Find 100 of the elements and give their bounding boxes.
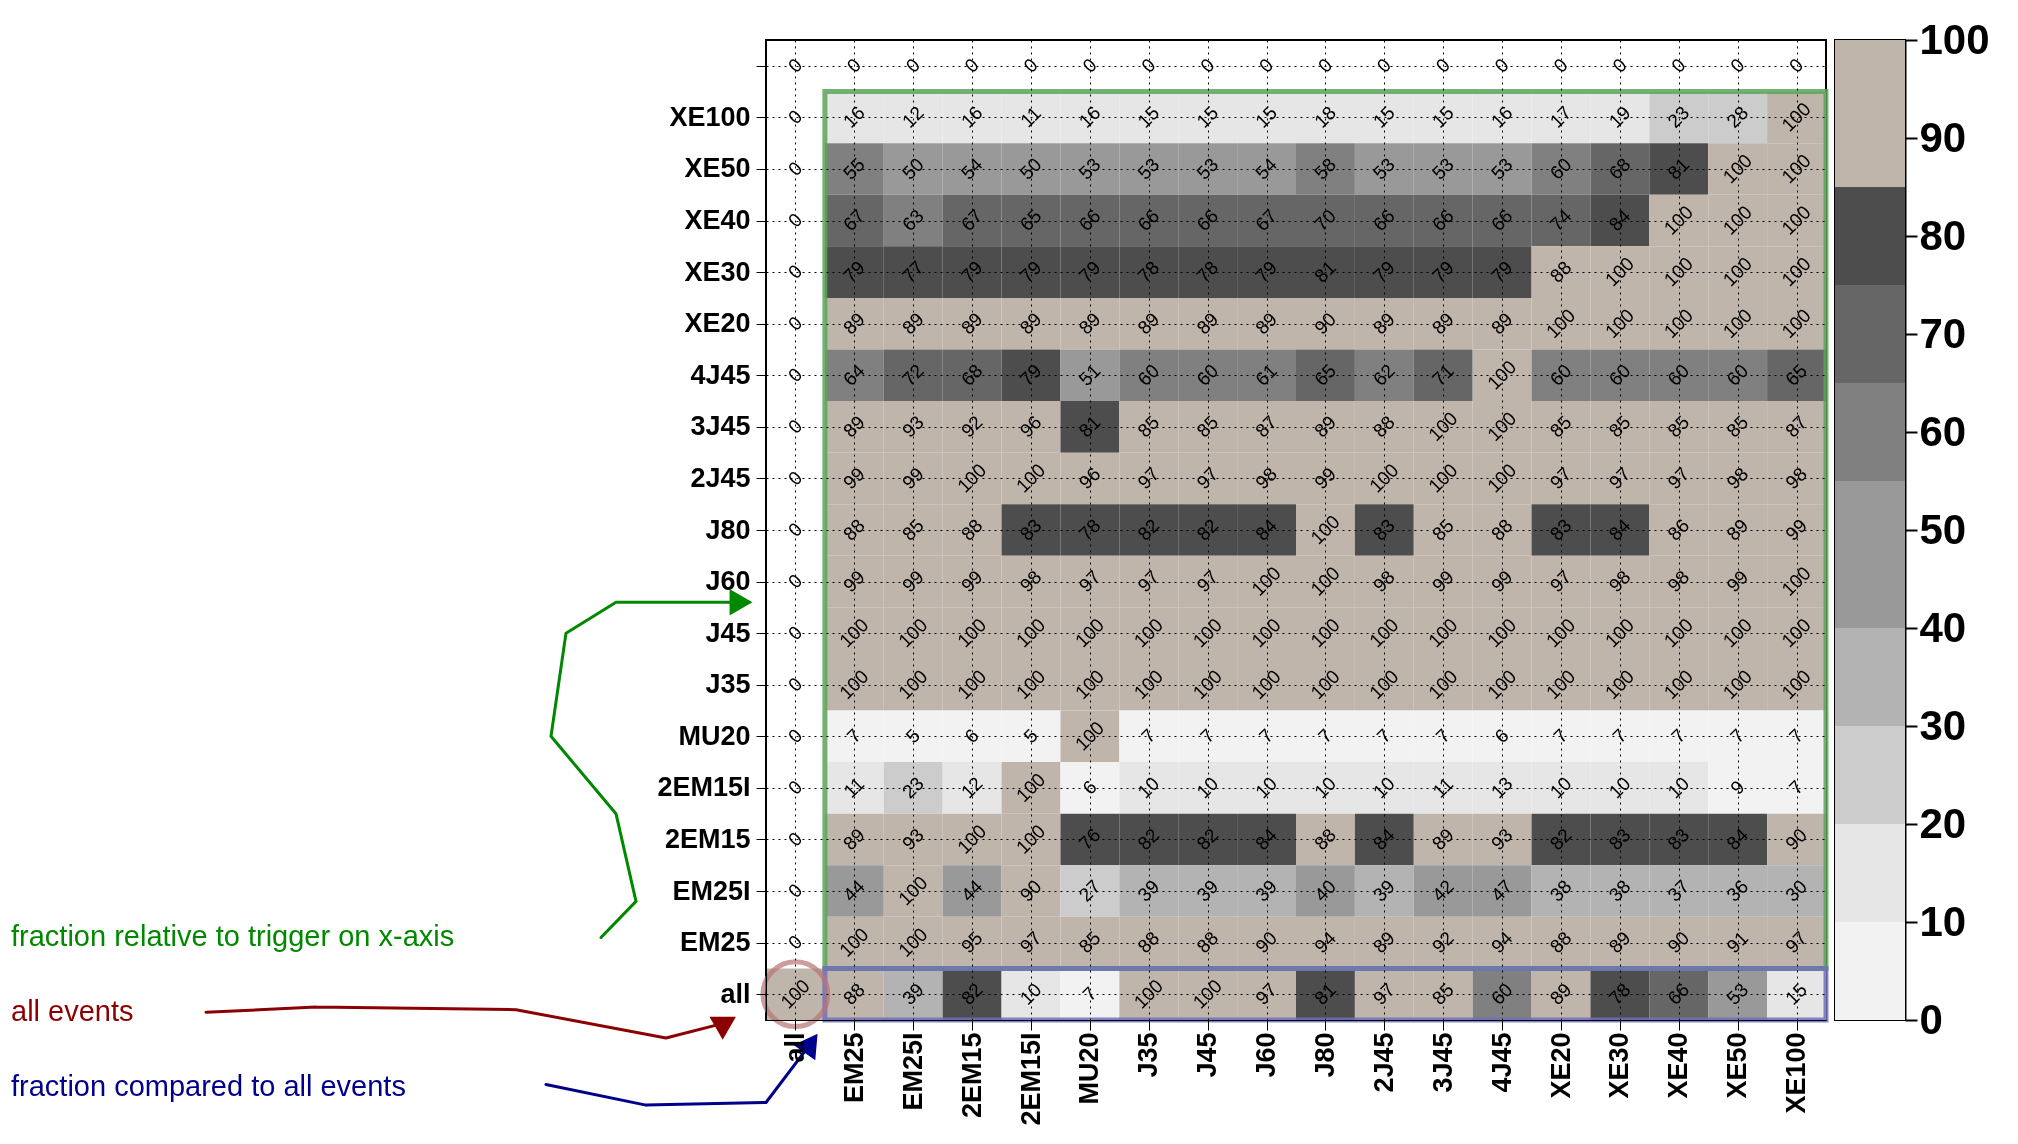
- data-label: 86: [1663, 514, 1694, 545]
- data-label: 0: [783, 466, 807, 490]
- y-tick-label: 2EM15: [664, 823, 751, 854]
- y-tick-label: XE40: [684, 205, 751, 236]
- data-label: 39: [897, 978, 928, 1009]
- data-label: 0: [783, 209, 807, 232]
- data-label: 89: [1192, 308, 1223, 339]
- x-tick-label: 2EM15I: [1015, 1032, 1046, 1126]
- color-bar-label: 60: [1919, 407, 1967, 455]
- data-label: 91: [1722, 927, 1753, 958]
- data-label: 79: [1015, 360, 1046, 390]
- y-tick-label: all: [720, 978, 751, 1009]
- data-label: 87: [1251, 411, 1282, 442]
- data-label: 100: [1777, 201, 1815, 239]
- data-label: 5: [901, 724, 925, 748]
- data-label: 60: [1486, 978, 1517, 1009]
- data-label: 0: [1372, 54, 1396, 77]
- data-label: 7: [1726, 724, 1749, 748]
- data-label: 100: [894, 665, 932, 704]
- data-label: 89: [1722, 514, 1753, 545]
- color-bar-label: 30: [1919, 701, 1967, 749]
- data-label: 5: [1019, 724, 1042, 748]
- data-label: 97: [1074, 566, 1105, 597]
- color-bar-label: 10: [1919, 897, 1967, 945]
- data-label: 50: [1015, 153, 1046, 184]
- y-tick-label: J45: [705, 617, 751, 648]
- data-label: 82: [956, 978, 987, 1009]
- data-label: 88: [1545, 927, 1576, 958]
- data-label: 50: [897, 153, 928, 184]
- data-label: 28: [1722, 102, 1753, 132]
- x-tick-label: EM25I: [897, 1032, 928, 1111]
- x-tick-label: J45: [1192, 1032, 1223, 1078]
- data-label: 89: [839, 824, 869, 855]
- data-label: 0: [1785, 54, 1808, 77]
- data-label: 100: [1483, 665, 1521, 704]
- data-label: 88: [1545, 256, 1576, 287]
- x-tick-label: J60: [1251, 1032, 1282, 1078]
- data-label: 78: [1192, 256, 1223, 287]
- data-label: 100: [953, 665, 991, 704]
- data-label: 100: [1247, 665, 1285, 704]
- data-label: 100: [1365, 614, 1403, 652]
- y-tick-label: XE30: [684, 256, 751, 287]
- data-label: 100: [1659, 201, 1698, 239]
- text: fraction relative to trigger on x-axis: [11, 920, 455, 953]
- data-label: 60: [1545, 360, 1576, 390]
- data-label: 85: [1604, 411, 1635, 442]
- data-label: 89: [1015, 308, 1046, 339]
- data-label: 93: [1486, 824, 1517, 855]
- data-label: 63: [897, 205, 928, 236]
- data-label: 60: [1663, 360, 1694, 390]
- data-label: 97: [1133, 463, 1164, 493]
- data-label: 100: [894, 923, 932, 961]
- data-label: 78: [1604, 978, 1635, 1009]
- data-label: 66: [1486, 205, 1517, 236]
- data-label: 89: [897, 308, 928, 339]
- data-label: 100: [1012, 614, 1050, 652]
- data-label: 53: [1074, 153, 1105, 184]
- data-label: 85: [1427, 978, 1458, 1009]
- data-label: 42: [1427, 875, 1458, 906]
- data-label: 90: [1663, 927, 1694, 958]
- data-label: 15: [1133, 102, 1164, 132]
- data-label: 0: [1726, 54, 1749, 77]
- x-tick-label: J35: [1133, 1032, 1164, 1078]
- data-label: 81: [1310, 978, 1340, 1009]
- data-label: 99: [839, 566, 869, 597]
- data-label: 0: [783, 363, 807, 387]
- data-label: 81: [1074, 411, 1105, 442]
- data-label: 99: [1486, 566, 1517, 597]
- data-label: 0: [783, 570, 807, 593]
- data-label: 97: [1545, 463, 1576, 493]
- data-label: 7: [1255, 724, 1278, 748]
- data-label: 10: [1545, 772, 1576, 803]
- data-label: 10: [1663, 772, 1694, 803]
- data-label: 89: [839, 308, 869, 339]
- data-label: 0: [783, 105, 807, 129]
- x-tick-label: MU20: [1074, 1032, 1105, 1105]
- data-label: 60: [1545, 153, 1576, 184]
- data-label: 89: [1369, 927, 1399, 958]
- x-tick-label: 2EM15: [956, 1032, 987, 1119]
- data-label: 53: [1192, 153, 1223, 184]
- data-label: 100: [1070, 665, 1109, 704]
- data-label: 85: [1192, 411, 1223, 442]
- data-label: 7: [1137, 724, 1160, 748]
- data-label: 0: [1313, 54, 1337, 77]
- data-label: 85: [1074, 927, 1105, 958]
- data-label: 84: [1722, 823, 1753, 855]
- data-label: 7: [1785, 724, 1808, 748]
- data-label: 27: [1074, 875, 1105, 906]
- data-label: 97: [1369, 978, 1399, 1009]
- data-label: 89: [1545, 978, 1576, 1009]
- data-label: 100: [1718, 253, 1756, 291]
- data-label: 89: [1427, 308, 1458, 339]
- data-label: 100: [894, 614, 932, 652]
- data-label: 36: [1722, 875, 1753, 906]
- data-label: 0: [842, 54, 866, 77]
- data-label: 98: [1604, 566, 1635, 597]
- y-tick-label: XE100: [669, 101, 751, 132]
- data-label: 44: [956, 875, 987, 906]
- data-label: 53: [1427, 153, 1458, 184]
- data-label: 10: [1369, 772, 1399, 803]
